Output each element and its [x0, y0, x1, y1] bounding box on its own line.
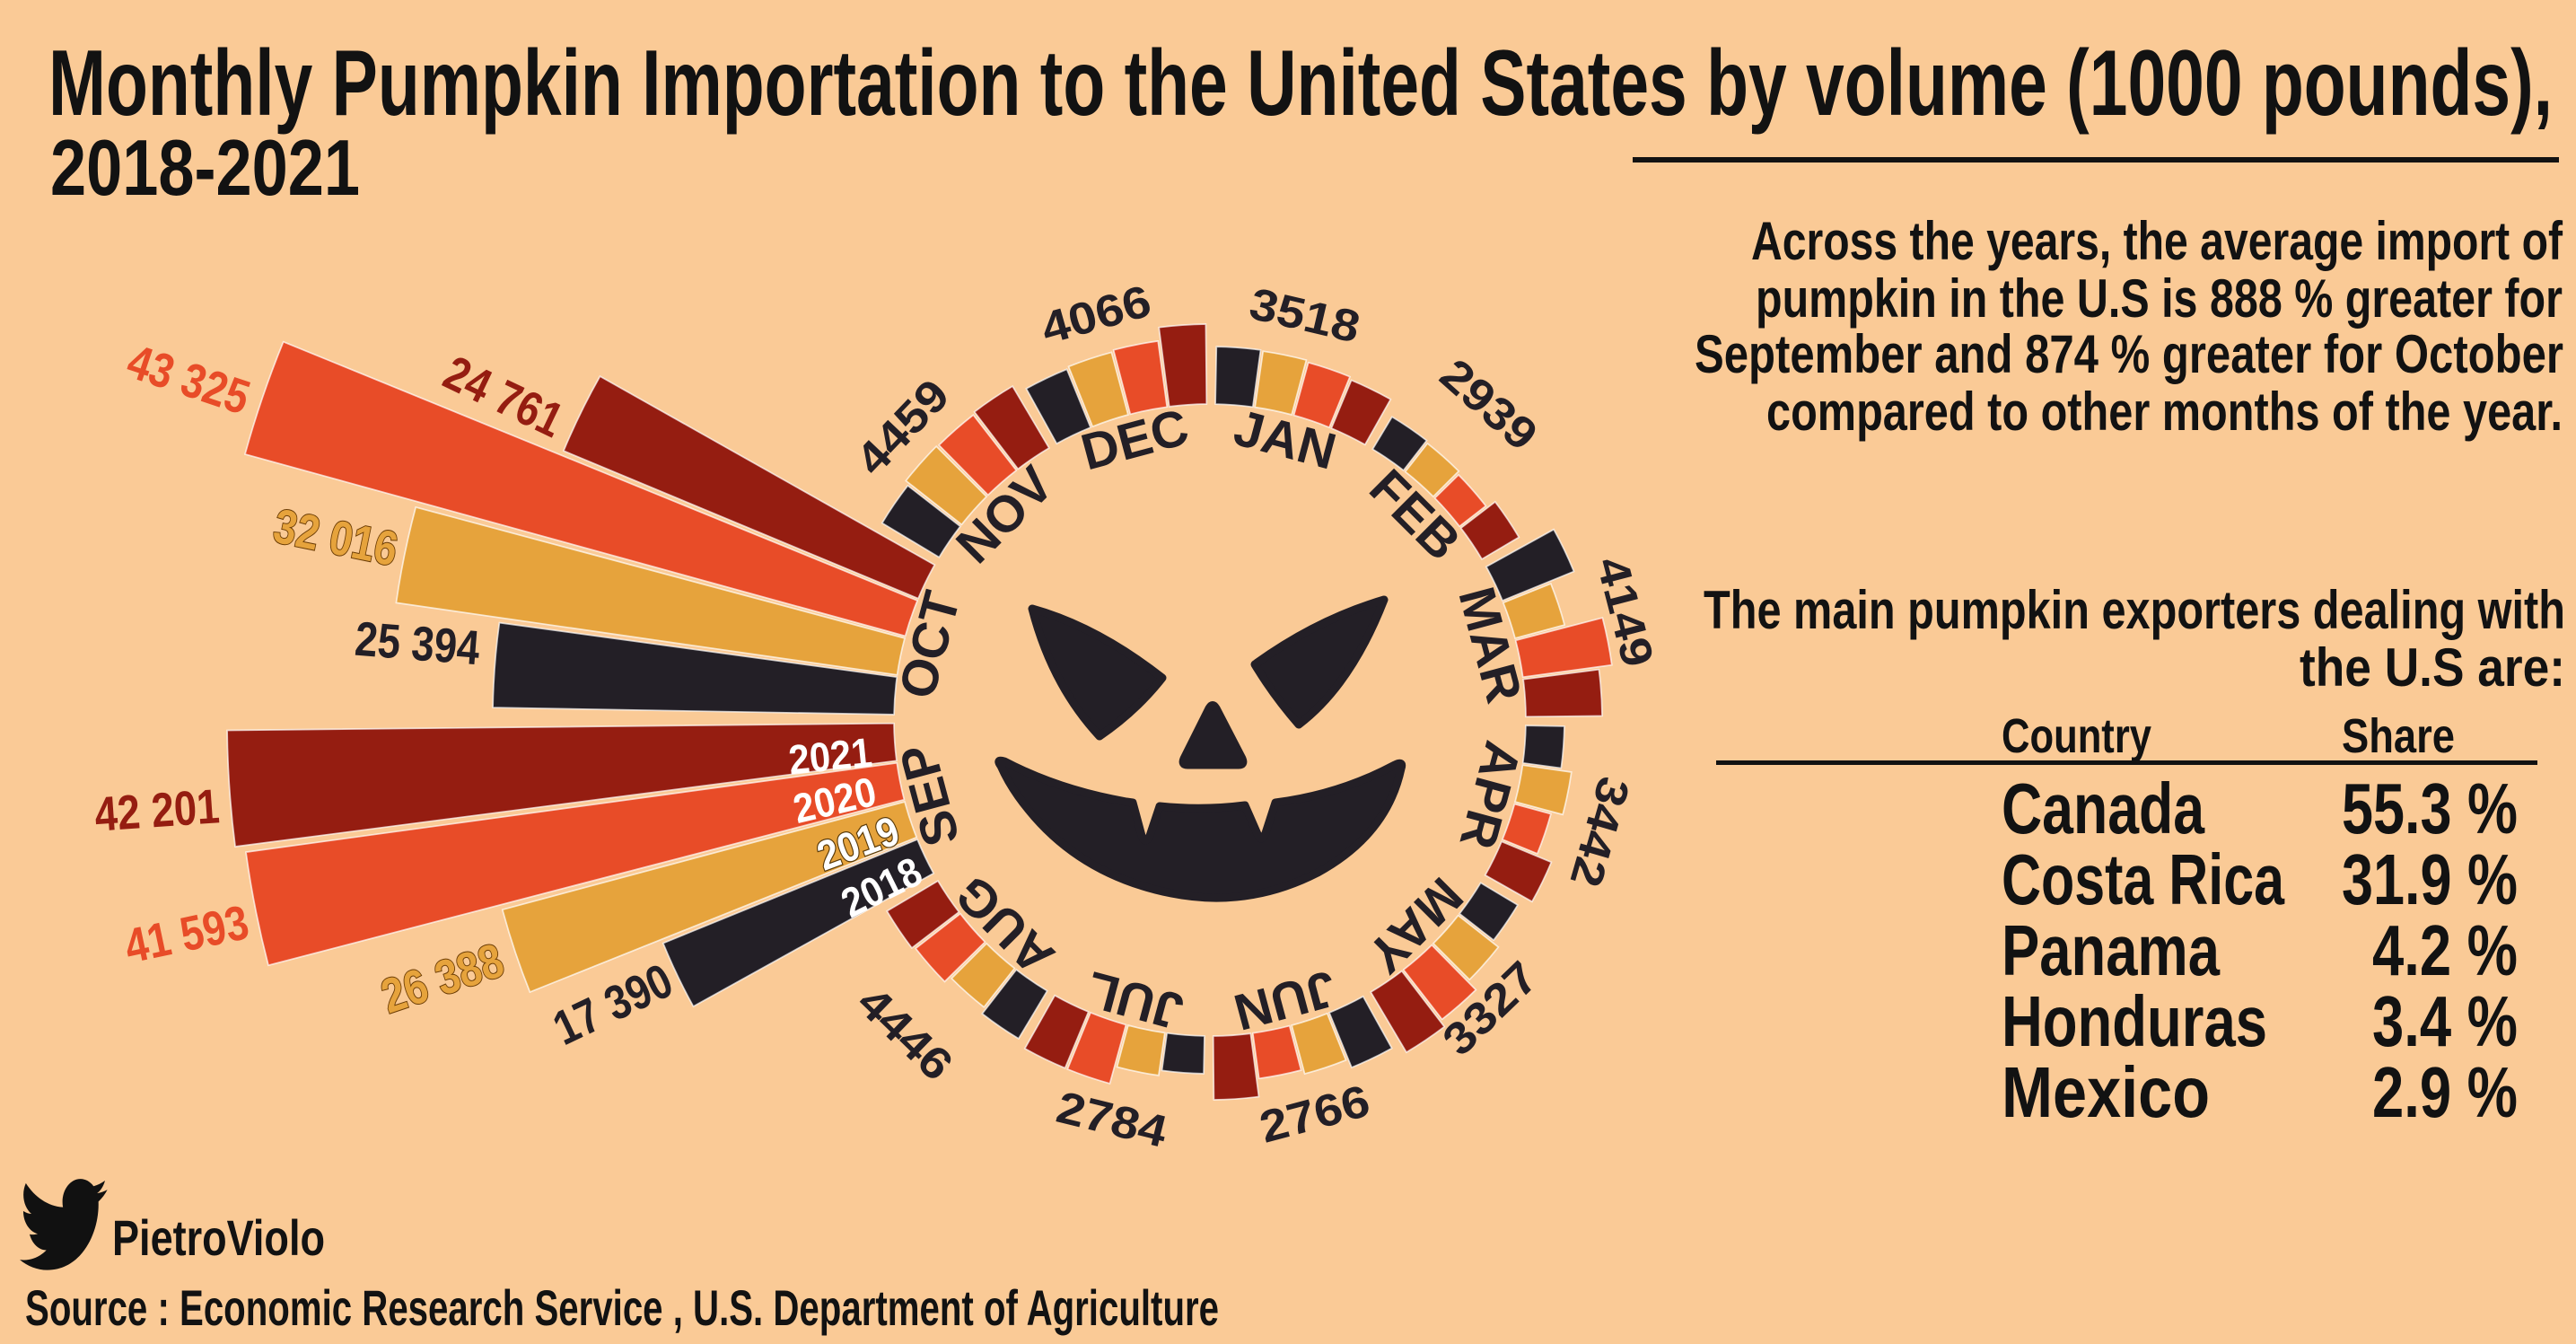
svg-text:2018-2021: 2018-2021 [50, 123, 360, 212]
svg-text:Panama: Panama [2002, 910, 2220, 990]
svg-text:Source : Economic Research Ser: Source : Economic Research Service , U.S… [25, 1279, 1219, 1336]
svg-text:31.9 %: 31.9 % [2342, 839, 2518, 919]
svg-text:PietroViolo: PietroViolo [112, 1209, 325, 1266]
svg-text:Share: Share [2342, 709, 2455, 763]
svg-text:The main pumpkin exporters dea: The main pumpkin exporters dealing with [1704, 580, 2565, 640]
svg-text:55.3 %: 55.3 % [2342, 769, 2518, 848]
svg-text:25 394: 25 394 [353, 612, 481, 676]
svg-text:Honduras: Honduras [2002, 981, 2267, 1061]
svg-text:the U.S are:: the U.S are: [2300, 637, 2565, 698]
svg-text:pumpkin in the U.S is 888 % gr: pumpkin in the U.S is 888 % greater for [1756, 268, 2563, 329]
svg-text:42 201: 42 201 [93, 779, 222, 842]
svg-text:4.2 %: 4.2 % [2372, 910, 2518, 990]
svg-text:2021: 2021 [786, 729, 874, 784]
svg-text:compared to other months of th: compared to other months of the year. [1766, 382, 2563, 442]
svg-text:September and 874 % greater fo: September and 874 % greater for October [1695, 324, 2563, 384]
svg-text:2.9 %: 2.9 % [2372, 1052, 2518, 1132]
svg-text:Across the years, the average: Across the years, the average import of [1751, 211, 2563, 271]
svg-text:Mexico: Mexico [2002, 1052, 2210, 1132]
svg-text:Canada: Canada [2002, 769, 2204, 848]
svg-text:Country: Country [2002, 709, 2151, 763]
svg-text:Costa Rica: Costa Rica [2002, 839, 2284, 919]
svg-text:Monthly Pumpkin Importation to: Monthly Pumpkin Importation to the Unite… [48, 31, 2553, 136]
svg-text:3.4 %: 3.4 % [2372, 981, 2518, 1061]
